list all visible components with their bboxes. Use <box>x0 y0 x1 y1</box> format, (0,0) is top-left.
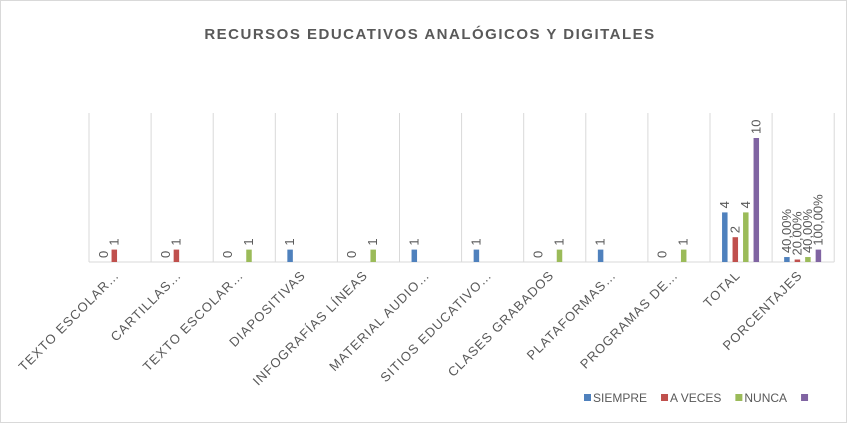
bar <box>246 249 252 262</box>
data-label: 4 <box>717 201 732 208</box>
legend-swatch <box>661 394 669 401</box>
data-label: 0 <box>531 251 546 258</box>
legend-label: SIEMPRE <box>593 391 647 405</box>
data-label: 0 <box>344 251 359 258</box>
data-label: 4 <box>738 201 753 208</box>
data-label: 1 <box>552 238 567 245</box>
bar <box>743 212 749 262</box>
bar <box>597 249 604 262</box>
bar <box>784 257 790 262</box>
bar <box>680 249 687 262</box>
data-label: 2 <box>727 226 742 233</box>
legend-swatch <box>801 394 809 401</box>
data-label: 10 <box>748 120 763 134</box>
data-label: 1 <box>168 238 183 245</box>
data-label: 40,00% <box>779 209 794 254</box>
data-label: 0 <box>158 251 173 258</box>
data-label: 40,00% <box>800 209 815 254</box>
data-label: 0 <box>655 251 670 258</box>
chart-title: RECURSOS EDUCATIVOS ANALÓGICOS Y DIGITAL… <box>204 25 655 43</box>
data-label: 1 <box>676 238 691 245</box>
data-label: 1 <box>365 238 380 245</box>
legend-swatch <box>584 394 591 401</box>
bar <box>753 138 760 262</box>
bar <box>722 212 728 262</box>
data-label: 0 <box>96 251 111 258</box>
legend-swatch <box>735 394 743 401</box>
legend-label: NUNCA <box>744 391 787 405</box>
data-label: 1 <box>241 238 256 245</box>
data-label: 1 <box>106 238 121 245</box>
bar <box>411 249 418 262</box>
bar <box>805 257 811 262</box>
data-label: 1 <box>406 238 421 245</box>
data-label: 20,00% <box>789 211 804 256</box>
bar <box>370 249 376 262</box>
bar <box>473 249 480 262</box>
bar <box>111 249 118 262</box>
bar <box>815 249 822 262</box>
data-label: 0 <box>220 251 235 258</box>
bar <box>732 237 739 262</box>
bar <box>556 249 563 262</box>
bar <box>173 249 180 262</box>
legend-label: A VECES <box>670 391 721 405</box>
data-label: 1 <box>468 238 483 245</box>
data-label: 100,00% <box>810 194 825 246</box>
data-label: 1 <box>593 238 608 245</box>
bar <box>794 259 801 262</box>
data-label: 1 <box>282 238 297 245</box>
bar <box>287 249 293 262</box>
